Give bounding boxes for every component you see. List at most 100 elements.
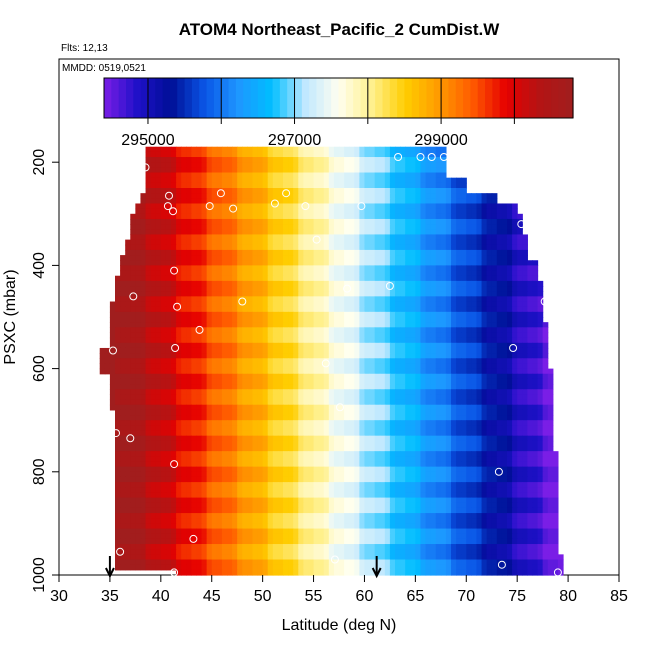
heatmap-cell [501,347,508,354]
heatmap-cell [466,394,472,401]
heatmap-cell [135,394,142,401]
heatmap-cell [359,311,366,318]
heatmap-cell [476,229,483,236]
heatmap-cell [288,291,294,297]
heatmap-cell [369,353,376,359]
heatmap-cell [328,146,335,153]
heatmap-cell [237,167,243,174]
heatmap-cell [99,358,106,365]
heatmap-cell [389,446,396,452]
heatmap-cell [186,389,192,395]
heatmap-cell [155,208,162,215]
colorbar-swatch [558,78,567,118]
heatmap-cell [410,446,416,452]
heatmap-cell [242,270,248,277]
heatmap-cell [267,255,274,261]
heatmap-cell [415,172,422,179]
heatmap-cell [456,394,462,401]
heatmap-cell [323,167,330,174]
heatmap-cell [364,306,371,313]
heatmap-cell [384,270,391,277]
heatmap-cell [130,213,136,220]
heatmap-cell [176,394,182,401]
heatmap-cell [486,213,493,220]
heatmap-cell [125,332,131,339]
heatmap-cell [491,399,498,406]
heatmap-cell [410,435,416,442]
heatmap-cell [186,213,192,220]
heatmap-cell [339,291,345,297]
heatmap-cell [405,177,411,184]
heatmap-cell [364,363,371,370]
heatmap-cell [466,229,472,236]
heatmap-cell [267,234,274,241]
heatmap-cell [486,280,493,287]
heatmap-cell [369,265,376,272]
heatmap-cell [496,213,503,220]
heatmap-cell [491,213,498,220]
heatmap-cell [288,461,294,468]
heatmap-cell [252,286,259,292]
heatmap-cell [466,384,472,390]
heatmap-cell [410,193,416,199]
heatmap-cell [415,224,422,230]
heatmap-cell [339,198,345,205]
heatmap-cell [104,363,111,370]
heatmap-cell [257,311,264,318]
heatmap-cell [171,394,177,401]
heatmap-cell [384,440,391,447]
heatmap-cell [237,342,243,349]
heatmap-cell [369,239,376,246]
heatmap-cell [206,162,213,168]
heatmap-cell [425,399,432,406]
heatmap-cell [115,306,121,313]
heatmap-cell [354,188,360,194]
heatmap-cell [461,255,467,261]
heatmap-cell [440,311,447,318]
heatmap-cell [344,446,350,452]
heatmap-cell [140,239,147,246]
heatmap-cell [293,203,299,210]
heatmap-cell [135,389,142,395]
heatmap-cell [298,306,304,313]
heatmap-cell [374,162,381,168]
heatmap-cell [283,461,289,468]
heatmap-cell [242,182,248,189]
heatmap-cell [410,317,416,323]
heatmap-cell [171,409,177,416]
heatmap-cell [359,244,366,251]
heatmap-cell [247,389,254,395]
heatmap-cell [313,425,320,432]
heatmap-cell [532,337,539,344]
heatmap-cell [232,368,238,375]
heatmap-cell [333,425,340,432]
heatmap-cell [313,301,320,308]
heatmap-cell [130,229,136,236]
heatmap-cell [522,342,528,349]
heatmap-cell [512,353,518,359]
heatmap-cell [206,146,213,153]
heatmap-cell [186,451,192,457]
heatmap-cell [333,373,340,380]
heatmap-cell [201,218,208,225]
heatmap-cell [272,203,279,210]
heatmap-cell [501,296,508,303]
heatmap-cell [456,342,462,349]
heatmap-cell [349,358,355,365]
heatmap-cell [415,373,422,380]
heatmap-cell [257,440,264,447]
heatmap-cell [323,280,330,287]
heatmap-cell [507,368,513,375]
heatmap-cell [395,249,401,256]
heatmap-cell [384,311,391,318]
heatmap-cell [384,162,391,168]
heatmap-cell [440,172,447,179]
heatmap-cell [257,384,264,390]
heatmap-cell [181,260,187,266]
heatmap-cell [206,389,213,395]
heatmap-cell [242,229,248,236]
heatmap-cell [451,311,457,318]
heatmap-cell [481,286,488,292]
heatmap-cell [517,456,523,463]
heatmap-cell [186,198,192,205]
